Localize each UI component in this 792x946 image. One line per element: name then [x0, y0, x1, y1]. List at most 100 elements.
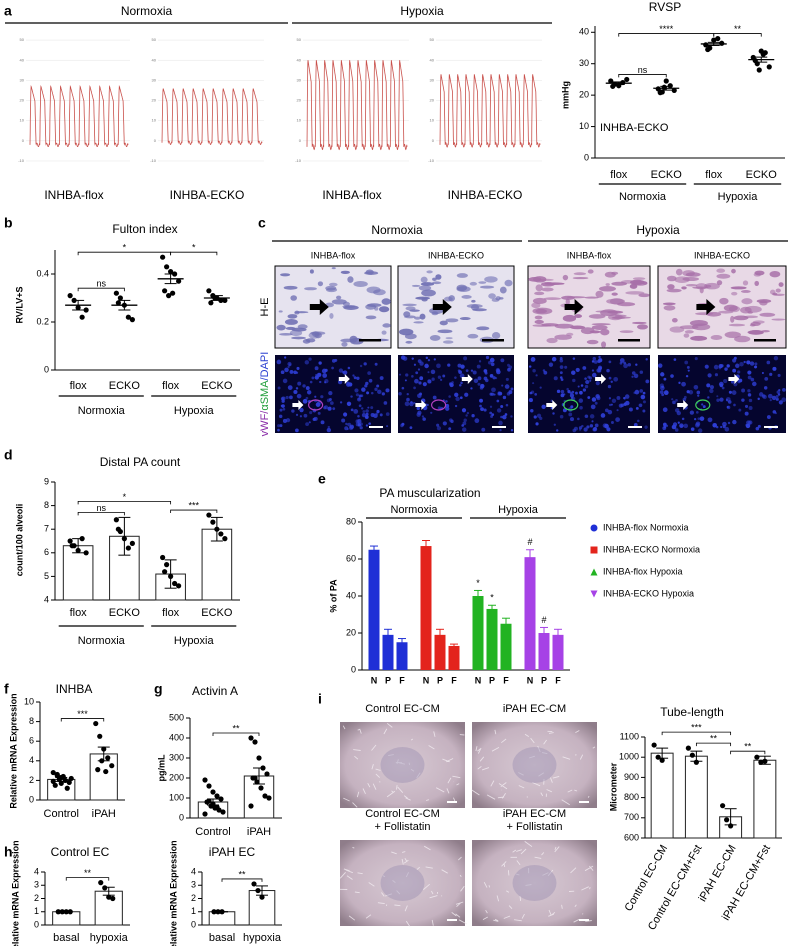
nucleus [350, 408, 354, 412]
y-tick-label: 900 [624, 772, 639, 782]
nucleus [724, 426, 730, 432]
tissue [574, 314, 582, 319]
arrow [595, 374, 607, 384]
tissue [340, 270, 350, 274]
nucleus [343, 412, 348, 417]
tissue [666, 288, 682, 293]
tissue [759, 312, 776, 317]
nucleus [662, 407, 668, 413]
tissue [775, 288, 781, 293]
nucleus [575, 367, 580, 373]
nucleus [763, 386, 768, 390]
tissue [431, 281, 442, 285]
panel-letter: i [318, 691, 322, 707]
nucleus [308, 357, 312, 361]
data-point [671, 87, 677, 94]
nucleus [542, 369, 546, 372]
nucleus [489, 405, 493, 408]
data-point [256, 755, 262, 761]
tissue [488, 293, 496, 299]
data-point [64, 785, 70, 791]
tissue [730, 286, 747, 290]
nucleus [637, 419, 640, 423]
nucleus [463, 418, 467, 422]
nucleus [401, 386, 405, 390]
nucleus [569, 392, 573, 395]
x-tick-label: F [503, 675, 509, 685]
y-tick-label: 0 [351, 664, 356, 674]
nucleus [720, 425, 723, 429]
trace-tick-label: 40 [20, 57, 25, 62]
nucleus [436, 426, 442, 431]
nucleus [752, 381, 757, 387]
nucleus [744, 411, 749, 416]
nucleus [732, 419, 737, 425]
tissue [491, 332, 501, 339]
nucleus [535, 374, 538, 377]
nucleus [480, 407, 484, 412]
nucleus [738, 378, 743, 383]
significance-label: ns [96, 503, 106, 513]
pressure-trace [161, 88, 263, 145]
nucleus [686, 365, 690, 369]
data-point [58, 780, 64, 786]
tissue [734, 335, 751, 343]
trace-tick-label: 10 [430, 118, 435, 123]
data-point [176, 278, 182, 284]
nucleus [299, 407, 304, 413]
nucleus [431, 377, 435, 381]
group-label: Normoxia [78, 405, 126, 417]
nucleus [459, 396, 463, 400]
nucleus [284, 356, 287, 359]
nucleus [541, 404, 546, 409]
nucleus [623, 363, 628, 369]
nucleus [465, 369, 469, 373]
nucleus [591, 369, 595, 372]
nucleus [470, 369, 474, 372]
nucleus [491, 387, 496, 393]
x-tick-label: Control [44, 808, 79, 820]
nucleus [328, 391, 333, 396]
nucleus [624, 394, 630, 399]
y-tick-label: 0 [179, 812, 184, 822]
nucleus [361, 407, 364, 410]
tissue [431, 311, 439, 316]
tissue [476, 326, 490, 331]
nucleus [598, 355, 601, 359]
x-tick-label: N [475, 675, 482, 685]
error-bar [207, 798, 219, 806]
arrow [677, 400, 689, 410]
nucleus [341, 418, 346, 423]
data-point [206, 288, 212, 294]
nucleus [445, 400, 448, 403]
bar [524, 557, 536, 670]
tube-network [482, 841, 594, 923]
data-point [259, 894, 265, 900]
panel-letter: c [258, 215, 266, 231]
nucleus [342, 370, 345, 374]
nucleus [573, 426, 578, 431]
nucleus [553, 376, 558, 381]
trace-tick-label: -10 [18, 158, 25, 163]
tissue [532, 297, 547, 304]
if-image [398, 355, 514, 433]
significance-label: * [123, 243, 127, 253]
nucleus [747, 370, 752, 375]
nucleus [306, 390, 312, 395]
scale-bar [579, 801, 589, 803]
tissue [484, 276, 498, 283]
vessel [695, 399, 711, 411]
y-axis-label: count/100 alveoli [14, 504, 24, 577]
tissue [769, 289, 776, 295]
nucleus [330, 401, 334, 405]
trace-tick-label: 20 [20, 98, 25, 103]
nucleus [411, 357, 414, 360]
significance-label: *** [691, 722, 702, 732]
nucleus [577, 417, 580, 421]
significance-bracket [212, 732, 260, 736]
nucleus [754, 365, 758, 369]
data-point [54, 771, 60, 778]
nucleus [571, 390, 575, 394]
pressure-trace [29, 84, 129, 147]
chart-title: PA muscularization [379, 486, 480, 500]
